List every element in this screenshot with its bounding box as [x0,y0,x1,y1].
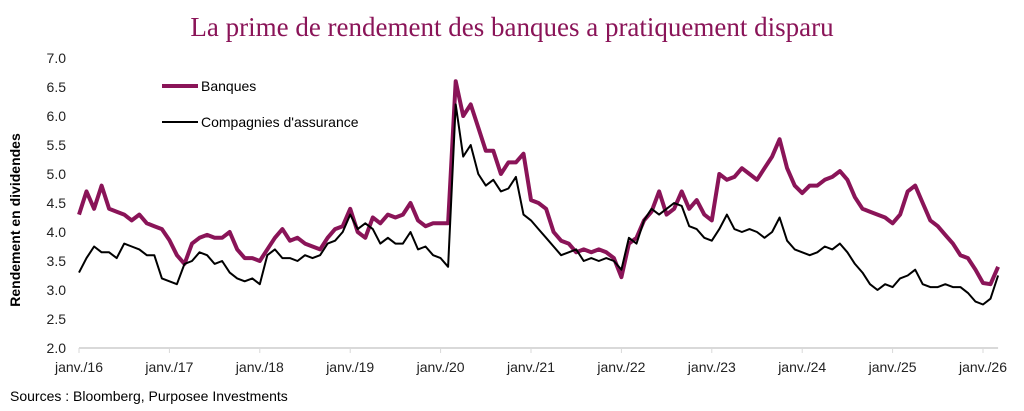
source-note: Sources : Bloomberg, Purposee Investment… [10,388,288,404]
x-tick-label: janv./21 [506,359,555,375]
y-tick-label: 6.0 [47,108,67,124]
legend-label-assurance: Compagnies d'assurance [201,114,359,130]
x-tick-label: janv./23 [687,359,736,375]
y-tick-label: 6.5 [47,79,67,95]
y-tick-label: 3.5 [47,253,67,269]
x-tick-label: janv./18 [235,359,284,375]
y-tick-label: 4.5 [47,195,67,211]
y-axis-label: Rendement en dividendes [7,133,23,307]
y-tick-label: 5.5 [47,137,67,153]
series-line-assurance [78,103,1000,306]
series-line-banques [77,79,1000,287]
legend-label-banques: Banques [201,78,256,94]
x-tick-label: janv./22 [596,359,645,375]
y-tick-label: 3.0 [47,282,67,298]
y-tick-label: 4.0 [47,224,67,240]
y-tick-label: 7.0 [47,50,67,66]
x-tick-label: janv./26 [958,359,1007,375]
x-tick-label: janv./20 [416,359,465,375]
x-tick-label: janv./19 [325,359,374,375]
y-tick-label: 2.0 [47,340,67,356]
y-tick-label: 2.5 [47,311,67,327]
x-tick-label: janv./16 [54,359,103,375]
x-tick-label: janv./17 [144,359,193,375]
x-tick-label: janv./25 [868,359,917,375]
chart-title: La prime de rendement des banques a prat… [190,12,834,42]
y-tick-label: 5.0 [47,166,67,182]
x-tick-label: janv./24 [777,359,826,375]
